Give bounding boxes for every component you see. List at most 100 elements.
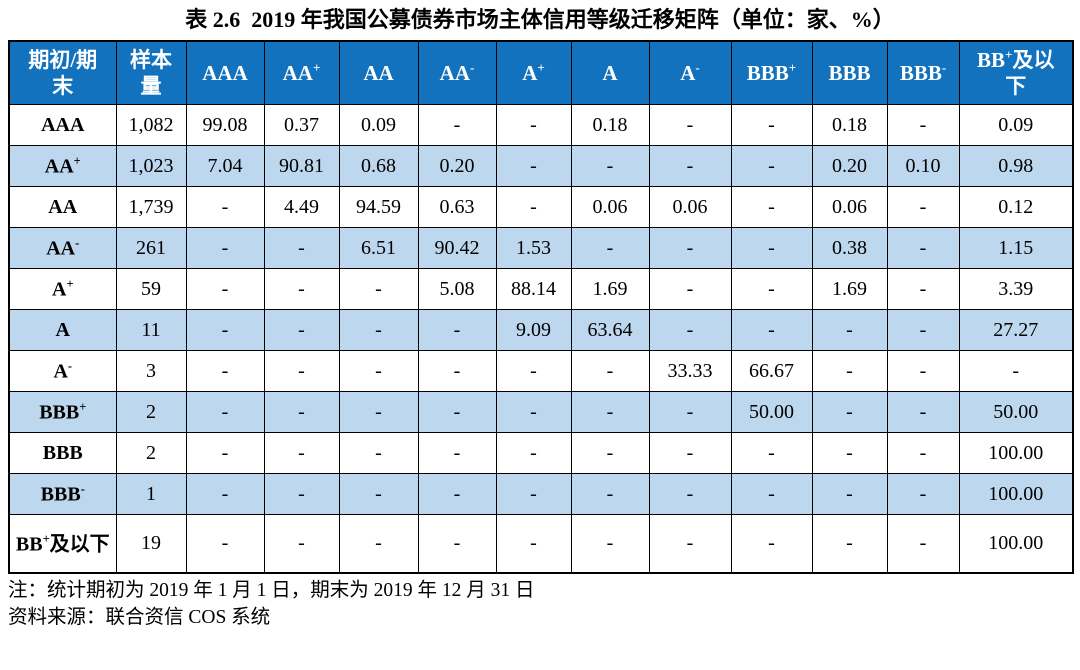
value-cell: - — [730, 268, 813, 311]
column-header-corner: 期初/期末 — [8, 40, 117, 106]
sample-size-cell: 19 — [115, 514, 187, 574]
value-cell: 0.18 — [570, 104, 650, 147]
value-cell: - — [495, 473, 572, 516]
column-header-AA: AA — [338, 40, 419, 106]
value-cell: - — [648, 104, 732, 147]
sample-size-cell: 1,023 — [115, 145, 187, 188]
value-cell: - — [886, 432, 960, 475]
value-cell: - — [886, 268, 960, 311]
value-cell: - — [811, 350, 888, 393]
row-header-AAminus: AA- — [8, 227, 117, 270]
value-cell: - — [338, 473, 419, 516]
value-cell: - — [958, 350, 1074, 393]
value-cell: 0.06 — [811, 186, 888, 229]
value-cell: 1.53 — [495, 227, 572, 270]
value-cell: 50.00 — [730, 391, 813, 434]
value-cell: - — [263, 432, 340, 475]
value-cell: - — [811, 309, 888, 352]
value-cell: 66.67 — [730, 350, 813, 393]
value-cell: 0.20 — [417, 145, 497, 188]
row-header-AAA: AAA — [8, 104, 117, 147]
value-cell: - — [570, 514, 650, 574]
value-cell: - — [338, 432, 419, 475]
value-cell: 0.63 — [417, 186, 497, 229]
row-header-AAplus: AA+ — [8, 145, 117, 188]
table-header: 期初/期末 样本量 AAA AA+ AA AA- A+ A A- BBB+ BBB BBB- BB+及以… — [8, 40, 1074, 106]
row-header-A: A — [8, 309, 117, 352]
value-cell: 88.14 — [495, 268, 572, 311]
value-cell: - — [495, 391, 572, 434]
value-cell: 1.69 — [811, 268, 888, 311]
table-row-Aplus: A+ 59- - -5.08 88.14 1.69- -1.69-3.39 — [8, 268, 1074, 311]
value-cell: 100.00 — [958, 432, 1074, 475]
value-cell: - — [811, 391, 888, 434]
sample-size-cell: 1,082 — [115, 104, 187, 147]
value-cell: - — [570, 391, 650, 434]
table-body: AAA 1,082 99.08 0.37 0.09- -0.18- -0.18-0.09 AA… — [8, 104, 1074, 574]
row-header-Aminus: A- — [8, 350, 117, 393]
value-cell: - — [886, 350, 960, 393]
table-row-AAminus: AA- 261- -6.51 90.42 1.53- - -0.38-1.15 — [8, 227, 1074, 270]
value-cell: 1.69 — [570, 268, 650, 311]
value-cell: 0.38 — [811, 227, 888, 270]
value-cell: 0.12 — [958, 186, 1074, 229]
value-cell: - — [886, 309, 960, 352]
table-row-BBBminus: BBB- 1- - - - - - - - - -100.00 — [8, 473, 1074, 516]
value-cell: - — [648, 473, 732, 516]
value-cell: - — [495, 350, 572, 393]
row-header-Aplus: A+ — [8, 268, 117, 311]
value-cell: - — [495, 186, 572, 229]
value-cell: - — [570, 227, 650, 270]
column-header-Aminus: A- — [648, 40, 732, 106]
row-header-BBBplus: BBB+ — [8, 391, 117, 434]
value-cell: 1.15 — [958, 227, 1074, 270]
value-cell: 0.09 — [958, 104, 1074, 147]
value-cell: - — [338, 309, 419, 352]
value-cell: - — [338, 514, 419, 574]
value-cell: 0.10 — [886, 145, 960, 188]
value-cell: - — [185, 227, 265, 270]
value-cell: 63.64 — [570, 309, 650, 352]
value-cell: - — [417, 309, 497, 352]
value-cell: - — [730, 227, 813, 270]
value-cell: - — [811, 473, 888, 516]
value-cell: - — [417, 391, 497, 434]
sample-size-cell: 261 — [115, 227, 187, 270]
value-cell: - — [648, 268, 732, 311]
value-cell: - — [185, 186, 265, 229]
value-cell: 5.08 — [417, 268, 497, 311]
value-cell: - — [730, 514, 813, 574]
value-cell: - — [417, 514, 497, 574]
value-cell: 0.06 — [570, 186, 650, 229]
table-row-AAA: AAA 1,082 99.08 0.37 0.09- -0.18- -0.18-0.09 — [8, 104, 1074, 147]
value-cell: - — [417, 432, 497, 475]
value-cell: - — [648, 514, 732, 574]
value-cell: - — [648, 145, 732, 188]
value-cell: 0.20 — [811, 145, 888, 188]
column-header-sample-size: 样本量 — [115, 40, 187, 106]
value-cell: 7.04 — [185, 145, 265, 188]
column-header-BBB: BBB — [811, 40, 888, 106]
value-cell: - — [185, 268, 265, 311]
value-cell: 94.59 — [338, 186, 419, 229]
table-notes: 注：统计期初为 2019 年 1 月 1 日，期末为 2019 年 12 月 3… — [8, 578, 1072, 631]
value-cell: 0.98 — [958, 145, 1074, 188]
column-header-A: A — [570, 40, 650, 106]
row-header-AA: AA — [8, 186, 117, 229]
value-cell: 9.09 — [495, 309, 572, 352]
value-cell: - — [185, 391, 265, 434]
table-title: 表 2.6 2019 年我国公募债券市场主体信用等级迁移矩阵（单位：家、%） — [185, 7, 895, 32]
value-cell: 99.08 — [185, 104, 265, 147]
value-cell: 4.49 — [263, 186, 340, 229]
value-cell: - — [495, 514, 572, 574]
value-cell: - — [886, 104, 960, 147]
value-cell: - — [185, 432, 265, 475]
value-cell: - — [886, 186, 960, 229]
row-header-BBB: BBB — [8, 432, 117, 475]
value-cell: 0.06 — [648, 186, 732, 229]
column-header-AAminus: AA- — [417, 40, 497, 106]
table-row-BBBplus: BBB+ 2- - - - - - -50.00- -50.00 — [8, 391, 1074, 434]
value-cell: - — [417, 350, 497, 393]
row-header-BBplus: BB+及以下 — [8, 514, 117, 574]
